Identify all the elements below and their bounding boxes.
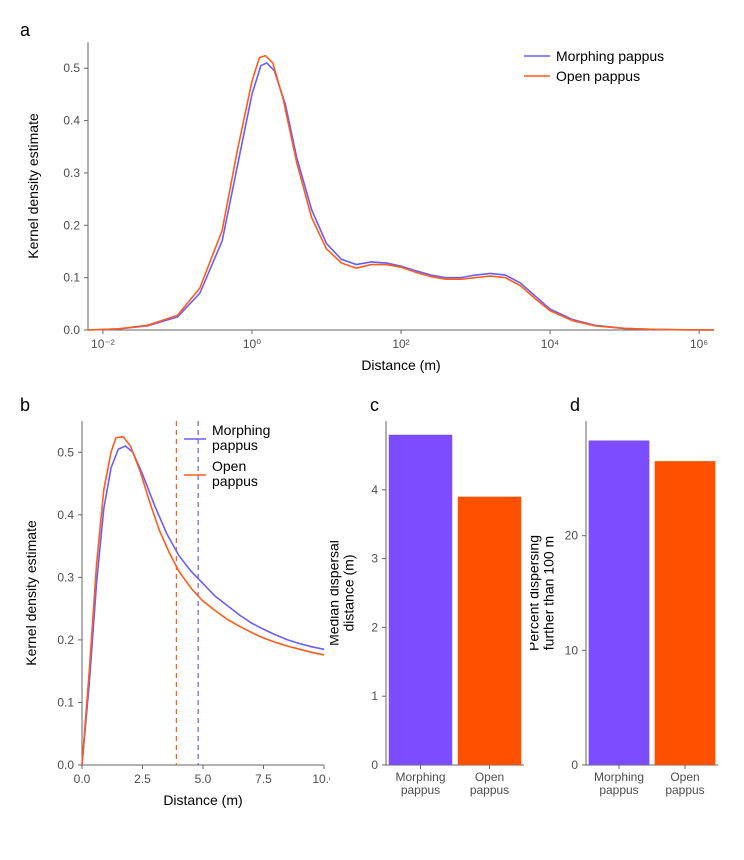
svg-text:0.0: 0.0: [63, 323, 80, 337]
svg-text:10.0: 10.0: [312, 772, 330, 786]
series-open: [82, 437, 324, 765]
svg-text:10⁰: 10⁰: [243, 337, 261, 351]
panel-a-container: a 0.0 0.1 0.2 0.3 0.4 0.5 10⁻² 10⁰ 10² 10⁴ 10⁶ Dist…: [20, 20, 724, 385]
svg-text:Percent dispersingfurther than: Percent dispersingfurther than 100 m: [530, 535, 557, 651]
svg-text:0.4: 0.4: [63, 114, 80, 128]
svg-text:0.2: 0.2: [63, 218, 80, 232]
panel-b-chart: 0.0 0.1 0.2 0.3 0.4 0.5 0.0 2.5 5.0 7.5 10.0 Distan…: [20, 395, 330, 815]
category-label: Morphingpappus: [594, 770, 644, 797]
svg-text:0.5: 0.5: [57, 445, 74, 459]
svg-text:5.0: 5.0: [195, 772, 212, 786]
svg-text:10⁶: 10⁶: [690, 337, 708, 351]
series-morphing: [88, 63, 714, 330]
svg-text:10²: 10²: [392, 337, 409, 351]
panel-d-container: d 0 10 20 Morphingpappus Openpappus Percent d…: [530, 395, 724, 820]
panel-d-chart: 0 10 20 Morphingpappus Openpappus Percent dis…: [530, 395, 724, 815]
svg-text:3: 3: [371, 552, 378, 566]
svg-text:Kernel density estimate: Kernel density estimate: [25, 113, 41, 259]
svg-text:2.5: 2.5: [134, 772, 151, 786]
category-label: Openpappus: [470, 770, 509, 797]
panel-c-container: c 0 1 2 3 4 Morphingpappus Openpappus Median di…: [330, 395, 530, 820]
bar: [655, 461, 716, 765]
panel-b-label: b: [20, 395, 30, 416]
series-morphing: [82, 446, 324, 765]
svg-text:Kernel density estimate: Kernel density estimate: [23, 520, 39, 666]
svg-text:0.1: 0.1: [63, 271, 80, 285]
panel-b-container: b 0.0 0.1 0.2 0.3 0.4 0.5 0.0 2.5 5.0 7.5 10.0 Dist…: [20, 395, 330, 820]
bar: [589, 440, 650, 765]
panel-a-chart: 0.0 0.1 0.2 0.3 0.4 0.5 10⁻² 10⁰ 10² 10⁴ 10⁶ Distan…: [20, 20, 724, 380]
svg-text:0.3: 0.3: [57, 570, 74, 584]
svg-text:Distance (m): Distance (m): [163, 792, 242, 808]
svg-text:4: 4: [371, 483, 378, 497]
bottom-row: b 0.0 0.1 0.2 0.3 0.4 0.5 0.0 2.5 5.0 7.5 10.0 Dist…: [20, 395, 724, 820]
svg-text:10: 10: [565, 643, 579, 657]
svg-text:0.2: 0.2: [57, 633, 74, 647]
svg-text:0.1: 0.1: [57, 695, 74, 709]
category-label: Morphingpappus: [395, 770, 445, 797]
panel-a-label: a: [20, 20, 30, 41]
panel-c-chart: 0 1 2 3 4 Morphingpappus Openpappus Median disp…: [330, 395, 530, 815]
svg-text:7.5: 7.5: [255, 772, 272, 786]
svg-text:10⁻²: 10⁻²: [91, 337, 115, 351]
legend-item: Morphingpappus: [212, 422, 270, 453]
svg-text:0.0: 0.0: [74, 772, 91, 786]
svg-text:0: 0: [571, 758, 578, 772]
svg-text:10⁴: 10⁴: [541, 337, 560, 351]
bar: [389, 435, 452, 765]
figure-root: a 0.0 0.1 0.2 0.3 0.4 0.5 10⁻² 10⁰ 10² 10⁴ 10⁶ Dist…: [20, 20, 724, 820]
svg-text:0.4: 0.4: [57, 508, 74, 522]
svg-text:0.3: 0.3: [63, 166, 80, 180]
svg-text:Distance (m): Distance (m): [361, 357, 440, 373]
legend-item: Morphing pappus: [556, 48, 664, 64]
svg-text:Median dispersaldistance (m): Median dispersaldistance (m): [330, 540, 357, 646]
svg-text:0.5: 0.5: [63, 61, 80, 75]
panel-d-label: d: [570, 395, 580, 416]
legend-item: Openpappus: [212, 458, 258, 489]
svg-text:2: 2: [371, 620, 378, 634]
svg-text:0: 0: [371, 758, 378, 772]
svg-text:0.0: 0.0: [57, 758, 74, 772]
svg-text:20: 20: [565, 529, 579, 543]
series-open: [88, 56, 714, 330]
svg-text:1: 1: [371, 689, 378, 703]
category-label: Openpappus: [665, 770, 704, 797]
bar: [458, 497, 521, 765]
legend-item: Open pappus: [556, 68, 640, 84]
panel-c-label: c: [370, 395, 379, 416]
